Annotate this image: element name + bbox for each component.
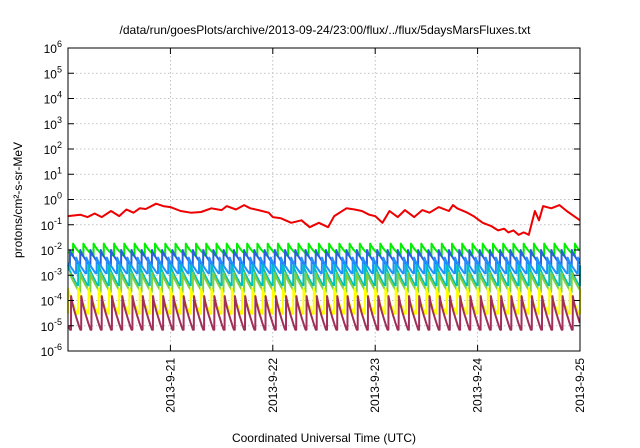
series-layer: [66, 202, 581, 331]
y-tick-label: 104: [44, 90, 62, 107]
x-tick-label: 2013-9-21: [163, 358, 177, 413]
x-tick-label: 2013-9-25: [573, 358, 587, 413]
series-line: [67, 264, 581, 287]
y-tick-label: 10-5: [41, 317, 62, 334]
x-axis: 2013-9-21 2013-9-22 2013-9-23 2013-9-24 2013…: [163, 48, 587, 413]
y-tick-label: 103: [44, 115, 62, 132]
y-tick-label: 102: [44, 140, 62, 157]
y-tick-label: 10-1: [41, 216, 62, 233]
x-tick-label: 2013-9-23: [368, 358, 382, 413]
chart-title: /data/run/goesPlots/archive/2013-09-24/2…: [120, 23, 532, 37]
y-tick-label: 10-3: [41, 266, 62, 283]
x-axis-label: Coordinated Universal Time (UTC): [232, 431, 416, 445]
y-tick-label: 10-4: [41, 292, 62, 309]
x-tick-label: 2013-9-22: [266, 358, 280, 413]
y-tick-label: 10-2: [41, 241, 62, 258]
y-tick-label: 106: [44, 39, 62, 56]
series-line: [67, 202, 581, 236]
y-tick-label: 101: [44, 165, 62, 182]
y-tick-label: 10-6: [41, 342, 62, 359]
y-axis: 10-6 10-5 10-4 10-3 10-2 10-1 100 101 102 103 104 1…: [41, 39, 580, 359]
y-tick-label: 100: [44, 191, 62, 208]
y-tick-label: 105: [44, 64, 62, 81]
x-tick-label: 2013-9-24: [471, 358, 485, 413]
series-line: [66, 287, 581, 315]
y-axis-label: protons/cm²-s-sr-MeV: [11, 142, 25, 258]
series-line: [67, 256, 581, 275]
series-line: [67, 295, 581, 331]
